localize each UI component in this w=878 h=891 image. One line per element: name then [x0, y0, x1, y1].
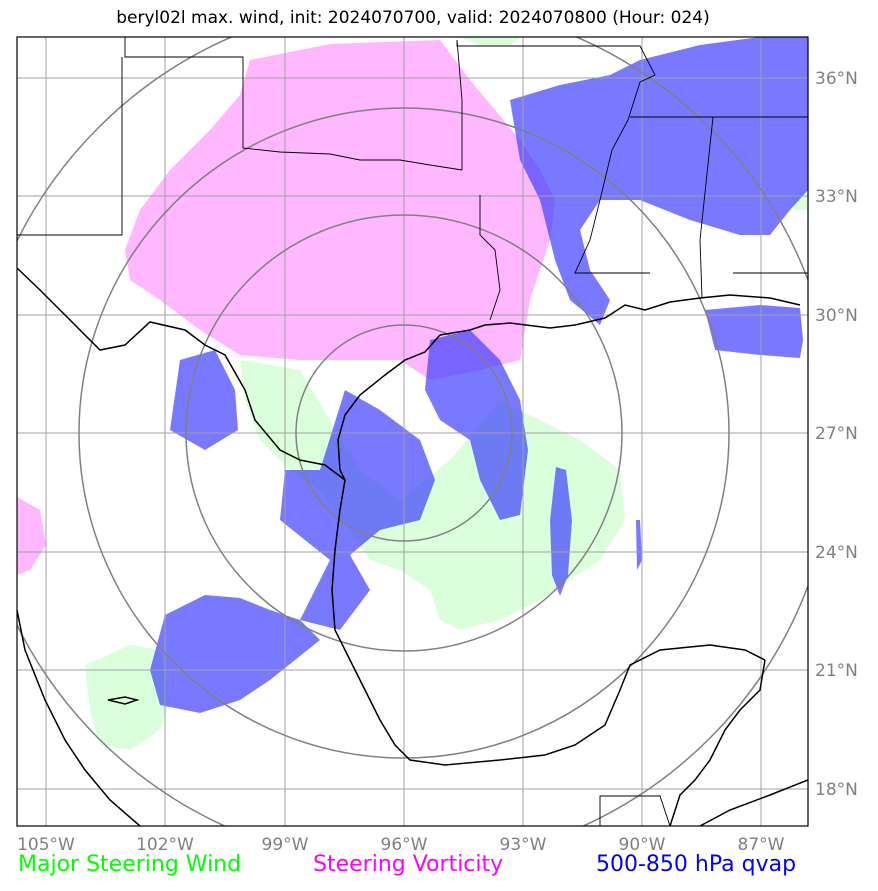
lon-label-96w: 96°W — [381, 835, 428, 855]
vorticity-area-west — [17, 497, 46, 575]
qvap-area-gulf-band — [550, 467, 572, 596]
coastlines — [17, 267, 808, 826]
state-borders — [17, 37, 808, 826]
qvap-area-small — [636, 520, 642, 570]
lat-label-33n: 33°N — [815, 187, 858, 207]
range-ring-3 — [78, 107, 730, 759]
qvap-area-texas-coast — [425, 330, 528, 520]
wind-area-north — [460, 37, 520, 46]
lon-label-93w: 93°W — [500, 835, 547, 855]
lon-label-102w: 102°W — [136, 835, 194, 855]
qvap-area-florida — [705, 305, 803, 358]
pacific-coast-mexico — [17, 609, 141, 826]
qvap-area-west — [170, 350, 238, 450]
lat-label-36n: 36°N — [815, 69, 858, 89]
legend-qvap: 500-850 hPa qvap — [596, 852, 797, 877]
lon-label-90w: 90°W — [619, 835, 666, 855]
vorticity-area-main — [125, 40, 555, 380]
lon-label-105w: 105°W — [17, 835, 75, 855]
lat-label-27n: 27°N — [815, 424, 858, 444]
steering-vorticity-layer — [17, 40, 555, 575]
lon-label-87w: 87°W — [738, 835, 785, 855]
baja-island — [107, 696, 140, 705]
range-rings — [17, 37, 808, 826]
gulf-coast-north — [439, 294, 801, 336]
range-ring-2 — [185, 214, 623, 652]
legend-steering-vorticity: Steering Vorticity — [313, 852, 504, 877]
lon-label-99w: 99°W — [262, 835, 309, 855]
map-title: beryl02l max. wind, init: 2024070700, va… — [116, 8, 710, 28]
cuba-coast — [699, 779, 808, 826]
lat-label-24n: 24°N — [815, 543, 858, 563]
gulf-coast-west — [331, 334, 766, 766]
map-frame — [16, 36, 809, 827]
graticule — [17, 37, 808, 826]
longitude-labels: 105°W 102°W 99°W 96°W 93°W 90°W 87°W — [17, 835, 785, 855]
rio-grande — [17, 267, 346, 481]
lat-label-21n: 21°N — [815, 661, 858, 681]
lat-label-18n: 18°N — [815, 780, 858, 800]
lat-label-30n: 30°N — [815, 306, 858, 326]
latitude-labels: 36°N 33°N 30°N 27°N 24°N 21°N 18°N — [815, 69, 858, 800]
legend-steering-wind: Major Steering Wind — [18, 852, 242, 877]
range-ring-1 — [295, 324, 513, 542]
yucatan-east — [669, 659, 766, 826]
wind-area-gulf — [240, 360, 625, 630]
qvap-area-gulf-west — [150, 390, 435, 713]
